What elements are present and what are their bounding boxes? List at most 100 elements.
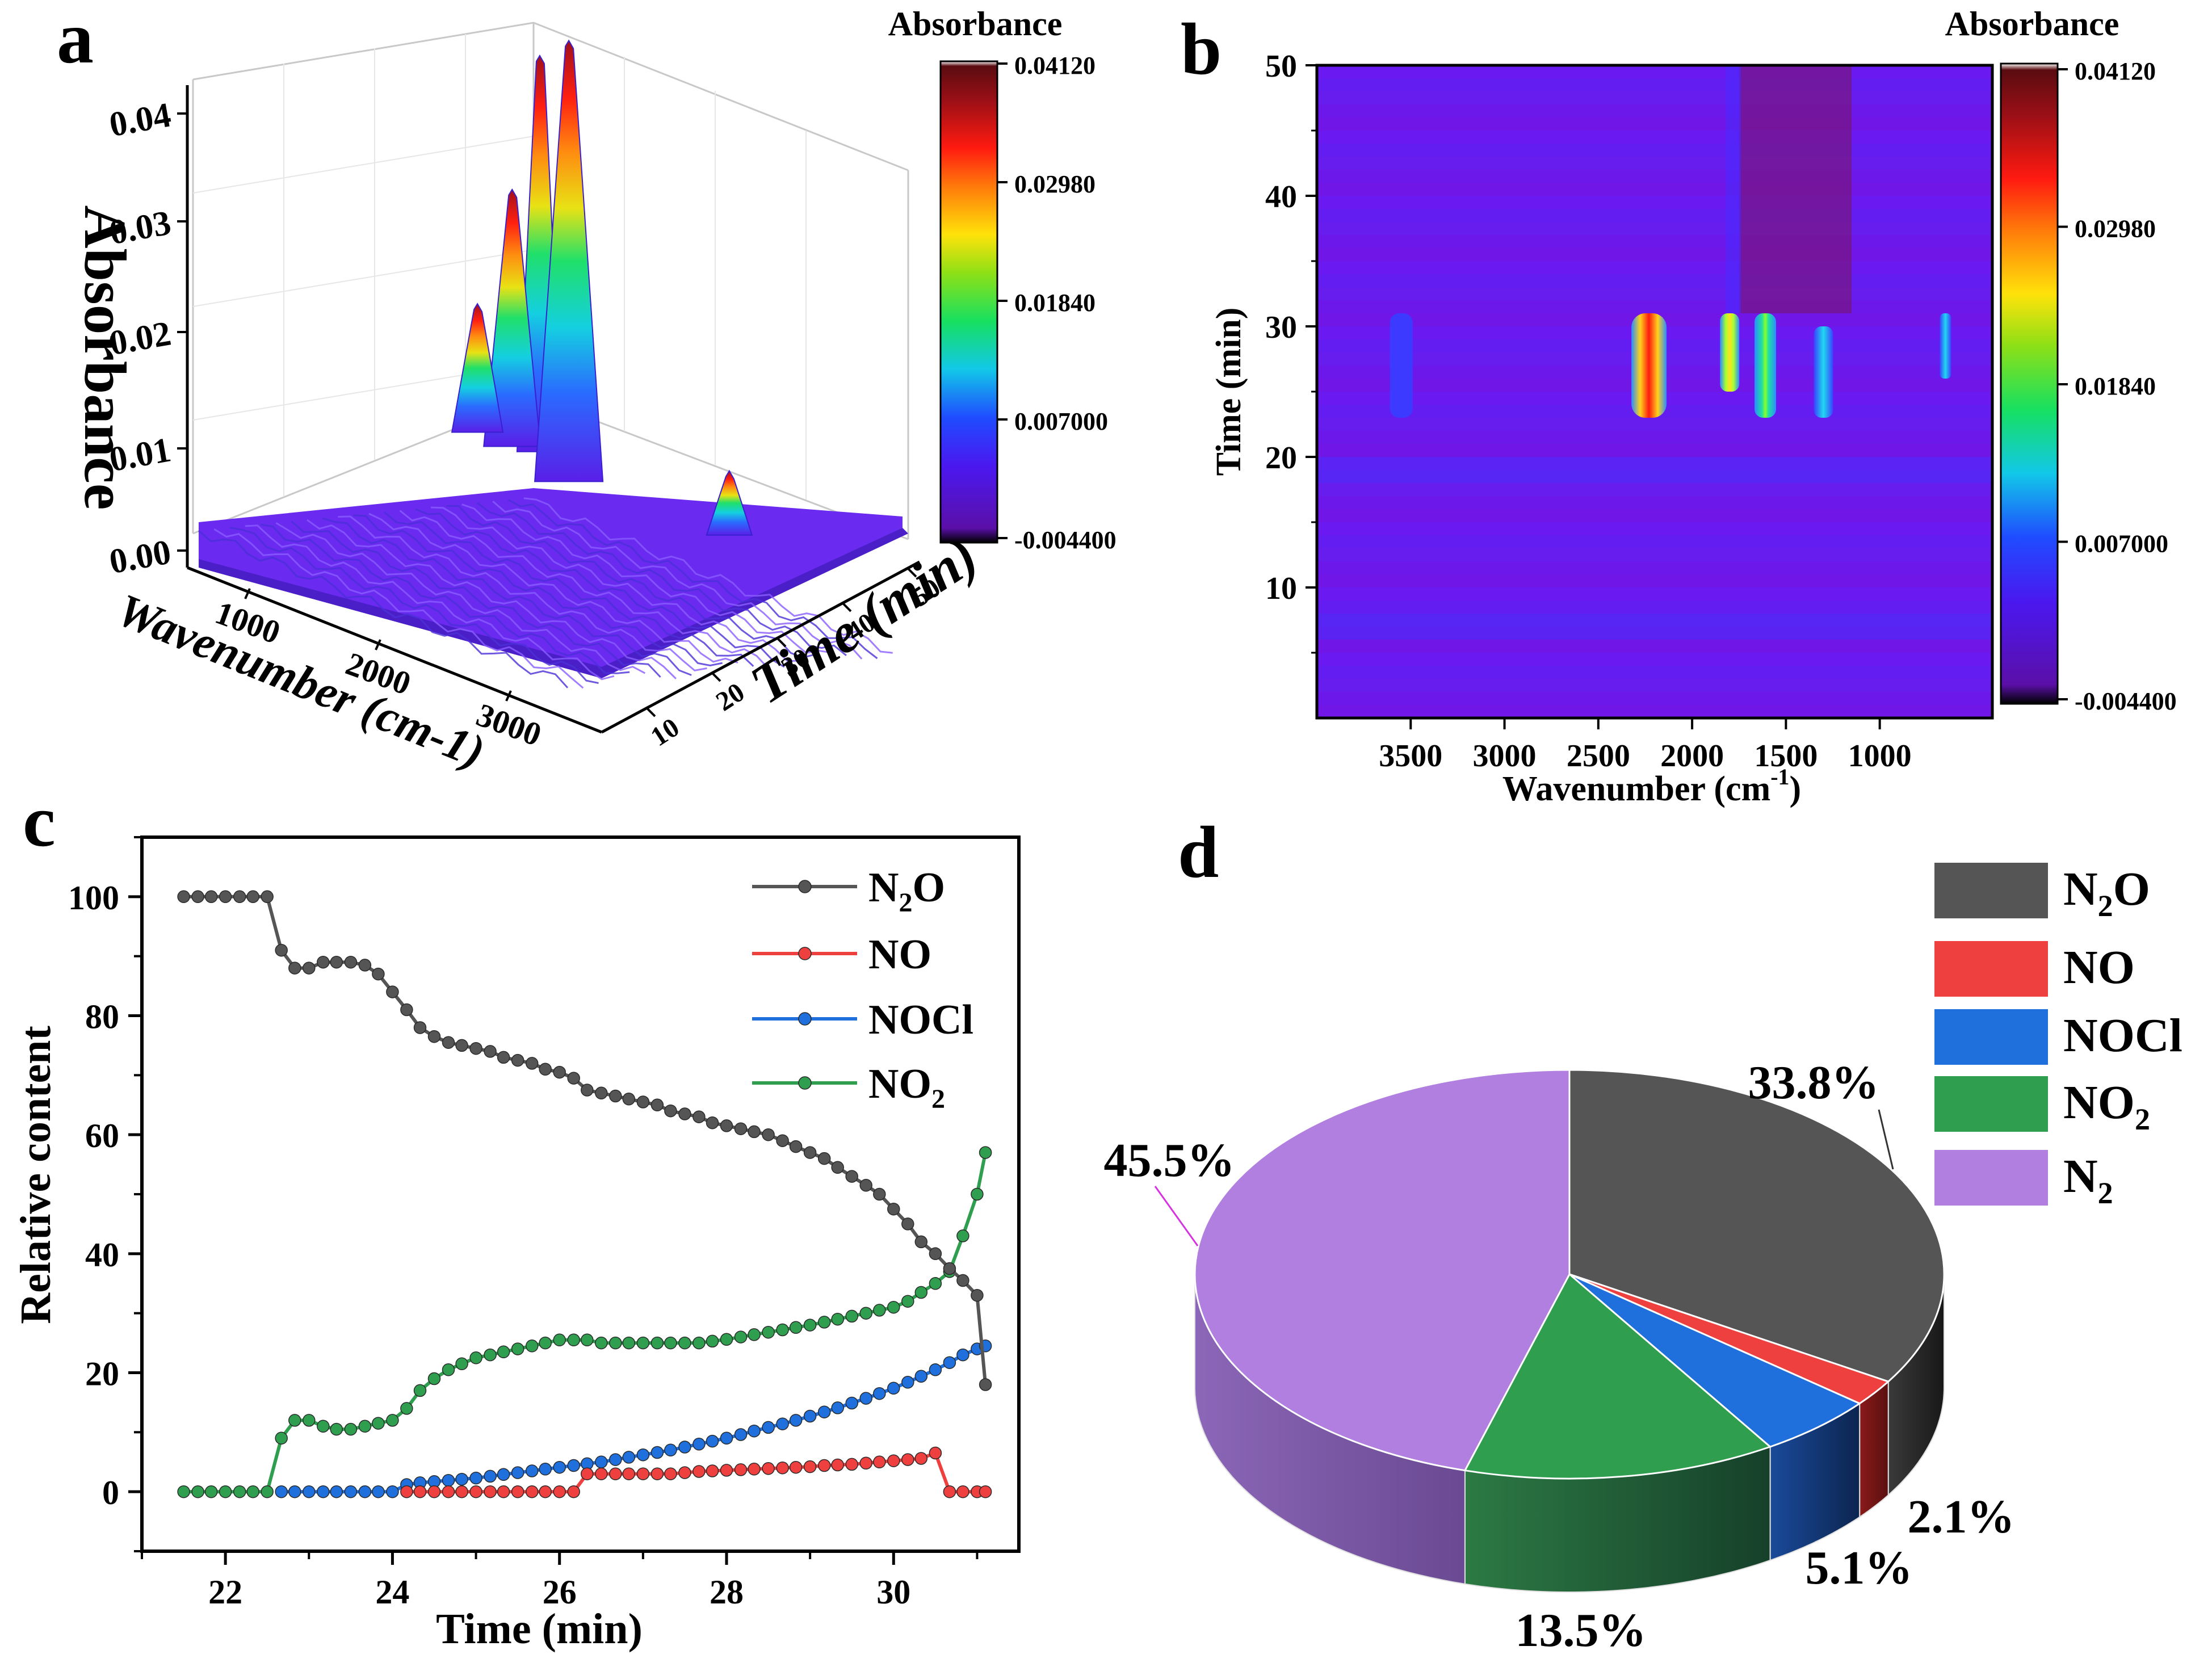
colorbar-tick-label: 0.04120	[1014, 52, 1095, 79]
surface-ridge	[368, 513, 738, 664]
pie-slice-NOCl	[1569, 1273, 1862, 1448]
data-point	[595, 1455, 608, 1469]
data-point	[191, 890, 204, 904]
data-point	[303, 1485, 316, 1498]
data-point	[803, 1460, 817, 1473]
data-point	[261, 890, 274, 904]
data-point	[664, 1336, 677, 1350]
colorbar-tick-label: 0.04120	[2075, 57, 2156, 85]
heatmap-row	[1317, 509, 1992, 522]
data-point	[525, 1485, 539, 1498]
data-point	[748, 1463, 761, 1476]
surface-ridge	[446, 505, 816, 659]
data-point	[979, 1485, 992, 1498]
surface-ridge	[338, 515, 707, 671]
heatmap-row	[1317, 653, 1992, 666]
colorbar-tick-label: 0.02980	[2075, 215, 2156, 243]
x-tick	[505, 690, 512, 702]
heatmap-row	[1317, 601, 1992, 614]
panel-a-colorbar-title: Absorbance	[888, 5, 1063, 43]
colorbar-tick-label: 0.007000	[2075, 530, 2168, 558]
data-point	[372, 967, 385, 981]
data-point	[873, 1304, 886, 1317]
data-point	[330, 1485, 343, 1498]
heatmap-band	[1390, 313, 1413, 418]
data-point	[678, 1107, 691, 1120]
panel-a-colorbar-ticks: 0.04120 0.02980 0.01840 0.007000 -0.004400	[997, 52, 1117, 554]
data-point	[622, 1451, 636, 1464]
panel-a-gridlines	[192, 34, 807, 499]
x-tick	[244, 588, 251, 599]
data-point	[275, 1485, 288, 1498]
heatmap-row	[1317, 522, 1992, 535]
data-point	[734, 1428, 748, 1441]
data-point	[469, 1351, 482, 1364]
z-tick-label: 0.00	[107, 532, 174, 581]
x-tick-label: 1000	[1848, 738, 1912, 774]
surface-ridge	[431, 506, 800, 662]
y-tick-label: 20	[85, 1355, 119, 1393]
surface-ridge	[275, 522, 646, 674]
data-point	[859, 1392, 872, 1405]
panel-d-legend: N2O NO NOCl NO2 N2	[1934, 863, 2182, 1210]
heatmap-row	[1317, 444, 1992, 457]
data-point	[358, 959, 372, 972]
legend-swatch	[1934, 863, 2048, 918]
series-line	[281, 1344, 987, 1494]
data-point	[303, 1414, 316, 1427]
data-point	[887, 1382, 900, 1395]
legend-swatch	[1934, 1076, 2048, 1132]
data-point	[873, 1387, 886, 1400]
data-point	[789, 1414, 803, 1427]
surface-ridge	[213, 528, 584, 689]
heatmap-band	[1720, 313, 1740, 392]
data-point	[288, 961, 301, 975]
colorbar-tick-label: 0.01840	[2075, 372, 2156, 400]
data-point	[901, 1295, 914, 1308]
data-point	[929, 1247, 942, 1261]
data-point	[650, 1098, 664, 1112]
y-tick	[907, 568, 917, 578]
surface-ridge	[229, 527, 599, 684]
data-point	[762, 1462, 775, 1475]
data-point	[789, 1140, 803, 1153]
data-point	[748, 1424, 761, 1438]
y-tick-label: 10	[1265, 571, 1297, 606]
surface-peak	[706, 469, 753, 536]
heatmap-row	[1317, 483, 1992, 496]
data-point	[553, 1485, 566, 1498]
data-point	[539, 1063, 552, 1076]
y-tick-label: 20	[1265, 440, 1297, 476]
data-point	[539, 1485, 552, 1498]
data-point	[664, 1443, 677, 1457]
data-point	[971, 1288, 984, 1302]
heatmap-row	[1317, 561, 1992, 574]
panel-b-colorbar-title: Absorbance	[1945, 5, 2119, 43]
data-point	[344, 1422, 358, 1436]
data-point	[581, 1467, 594, 1480]
data-point	[400, 1485, 413, 1498]
heatmap-row	[1317, 209, 1992, 222]
data-point	[539, 1336, 552, 1350]
colorbar-tick-label: -0.004400	[1014, 526, 1117, 554]
data-point	[664, 1467, 677, 1480]
surface-ridge	[399, 510, 770, 670]
data-point	[914, 1370, 928, 1383]
heatmap-row	[1317, 574, 1992, 587]
panel-a-axes	[186, 85, 921, 734]
pie-slice-NO2	[1463, 1273, 1772, 1480]
data-point	[636, 1448, 650, 1462]
z-tick-label: 0.04	[107, 95, 174, 144]
y-tick-label: 0	[102, 1474, 119, 1511]
heatmap-region	[1317, 614, 1992, 640]
data-point	[233, 890, 246, 904]
y-tick-label: 50	[1265, 49, 1297, 84]
data-point	[386, 985, 399, 998]
panel-d-label: d	[1178, 812, 1219, 893]
data-point	[706, 1434, 719, 1448]
data-point	[692, 1110, 706, 1123]
data-point	[511, 1342, 524, 1355]
legend-swatch	[1934, 941, 2048, 997]
panel-c-xlabel: Time (min)	[436, 1605, 643, 1653]
data-point	[609, 1089, 622, 1103]
